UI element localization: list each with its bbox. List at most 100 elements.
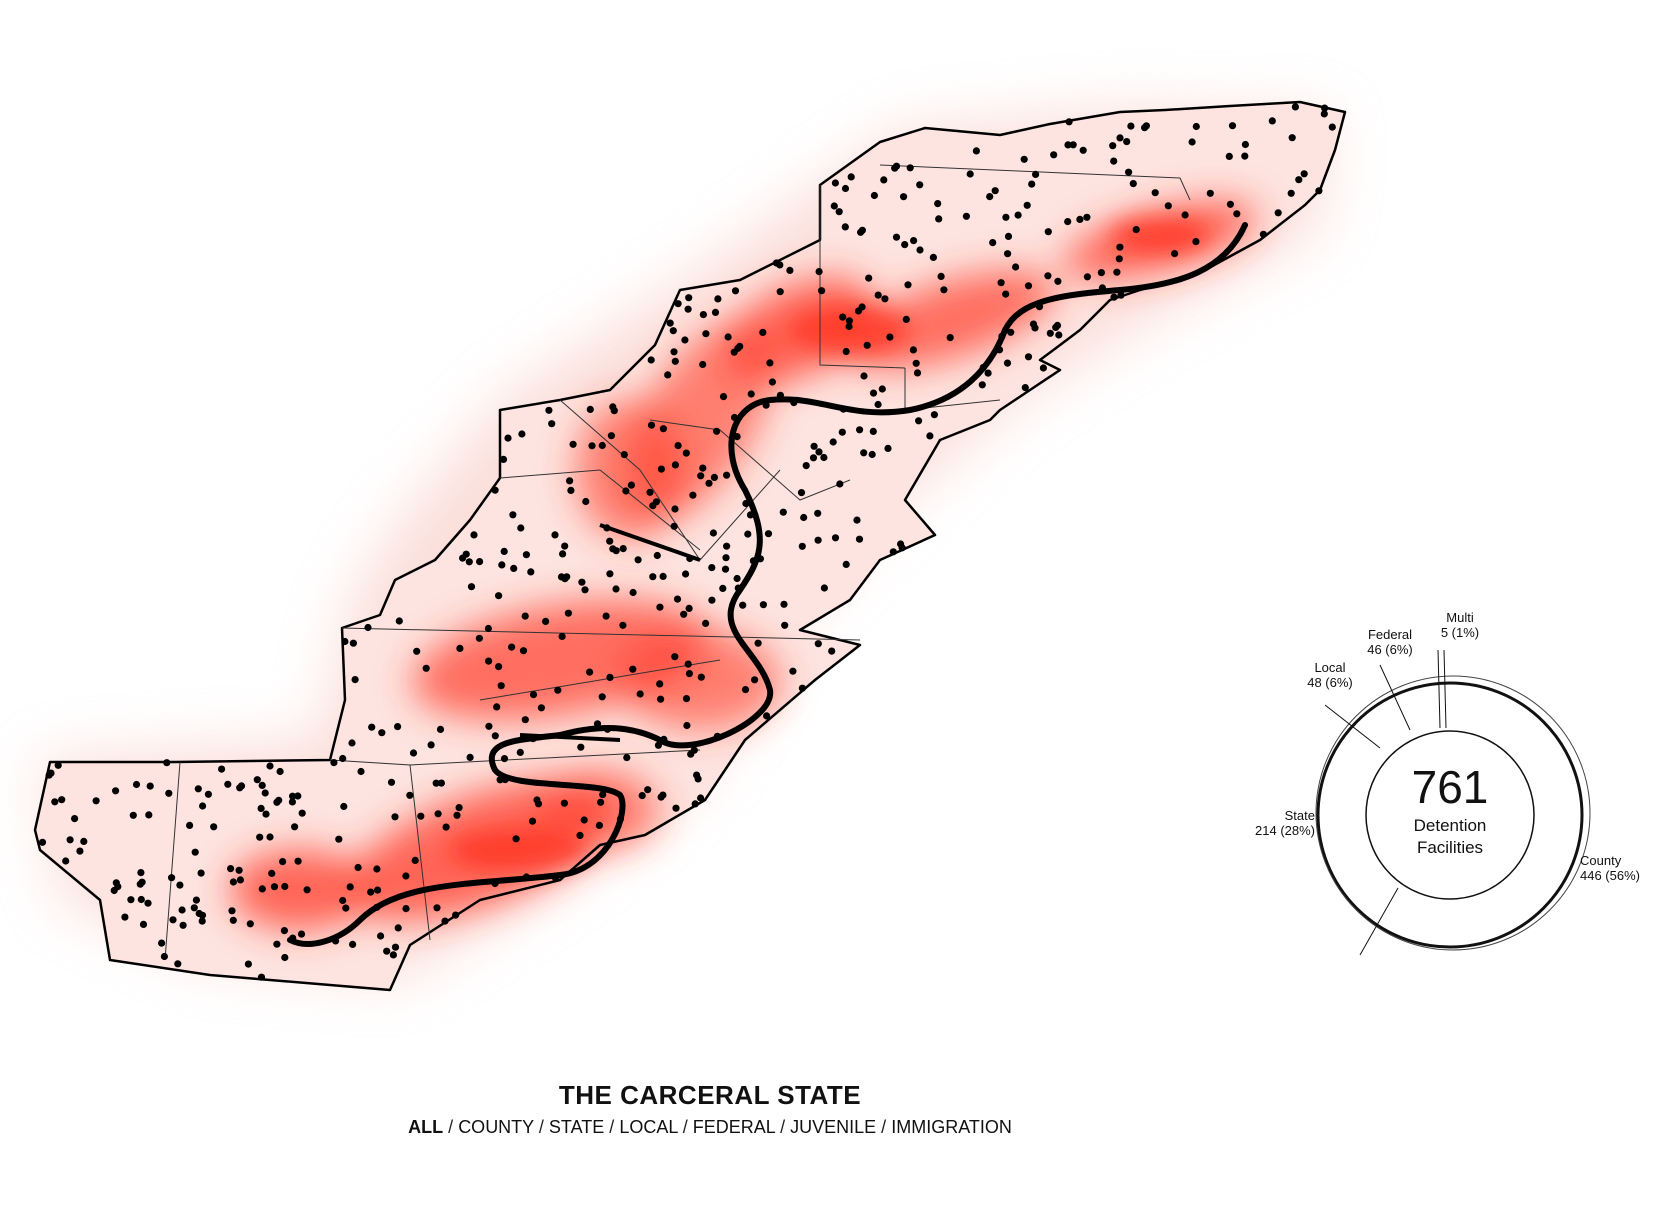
facility-marker bbox=[763, 712, 771, 720]
facility-marker bbox=[691, 800, 699, 808]
facility-marker bbox=[1268, 117, 1276, 125]
facility-marker bbox=[881, 295, 889, 303]
facility-marker bbox=[1046, 329, 1054, 337]
facility-marker bbox=[756, 555, 765, 563]
facility-marker bbox=[92, 797, 100, 805]
facility-marker bbox=[1110, 293, 1118, 301]
facility-marker bbox=[1023, 201, 1031, 209]
facility-marker bbox=[528, 817, 537, 825]
facility-marker bbox=[741, 686, 750, 694]
filter-federal[interactable]: FEDERAL bbox=[692, 1117, 776, 1137]
facility-marker bbox=[1181, 211, 1189, 219]
facility-marker bbox=[112, 787, 120, 795]
facility-marker bbox=[839, 405, 848, 413]
facility-marker bbox=[759, 601, 768, 609]
donut-outer-ring bbox=[1316, 681, 1584, 949]
facility-marker bbox=[339, 896, 347, 905]
facility-marker bbox=[112, 879, 120, 887]
facility-marker bbox=[268, 869, 276, 878]
facility-marker bbox=[509, 511, 517, 519]
facility-marker bbox=[1021, 384, 1029, 392]
facility-marker bbox=[595, 821, 604, 830]
facility-marker bbox=[711, 308, 720, 316]
facility-marker bbox=[224, 780, 232, 788]
facility-marker bbox=[169, 916, 177, 924]
facility-marker bbox=[1287, 189, 1295, 197]
facility-marker bbox=[603, 725, 612, 733]
facility-marker bbox=[934, 200, 942, 208]
facility-marker bbox=[517, 524, 525, 532]
facility-marker bbox=[144, 899, 152, 907]
facility-marker bbox=[110, 886, 118, 895]
facility-marker bbox=[744, 530, 752, 538]
facility-marker bbox=[542, 617, 550, 626]
facility-marker bbox=[367, 888, 375, 896]
facility-marker bbox=[685, 294, 693, 302]
facility-marker bbox=[273, 940, 281, 948]
facility-marker bbox=[1225, 152, 1233, 160]
facility-marker bbox=[374, 886, 382, 894]
facility-marker bbox=[874, 400, 882, 409]
filter-local[interactable]: LOCAL bbox=[619, 1117, 678, 1137]
facility-marker bbox=[898, 544, 906, 552]
facility-marker bbox=[244, 960, 252, 968]
facility-marker bbox=[257, 973, 266, 981]
facility-marker bbox=[762, 401, 770, 409]
facility-marker bbox=[1035, 303, 1044, 311]
donut-label-county: County 446 (56%) bbox=[1580, 853, 1660, 883]
facility-marker bbox=[710, 473, 719, 481]
facility-marker bbox=[1076, 215, 1084, 223]
facility-marker bbox=[529, 735, 537, 743]
facility-marker bbox=[929, 253, 938, 261]
facility-marker bbox=[609, 403, 617, 411]
facility-marker bbox=[236, 876, 244, 884]
filter-juvenile[interactable]: JUVENILE bbox=[790, 1117, 877, 1137]
total-label-line1: Detention bbox=[1413, 816, 1487, 835]
facility-marker bbox=[768, 378, 777, 386]
filter-all[interactable]: ALL bbox=[408, 1117, 444, 1137]
facility-marker bbox=[501, 776, 509, 784]
filter-immigration[interactable]: IMMIGRATION bbox=[891, 1117, 1012, 1137]
facility-marker bbox=[436, 725, 445, 734]
facility-marker bbox=[946, 334, 954, 342]
facility-marker bbox=[831, 179, 840, 187]
facility-marker bbox=[137, 895, 145, 904]
facility-marker bbox=[1206, 189, 1214, 197]
facility-marker bbox=[349, 639, 357, 647]
facility-marker bbox=[582, 497, 590, 506]
facility-marker bbox=[504, 434, 512, 442]
facility-marker bbox=[500, 755, 509, 763]
filter-state[interactable]: STATE bbox=[548, 1117, 605, 1137]
facility-marker bbox=[694, 775, 702, 783]
facility-marker bbox=[1053, 321, 1062, 329]
facility-marker bbox=[357, 767, 365, 776]
facility-marker bbox=[901, 241, 909, 249]
filter-county[interactable]: COUNTY bbox=[458, 1117, 534, 1137]
facility-marker bbox=[869, 427, 877, 435]
facility-marker bbox=[521, 716, 529, 724]
donut-label-state: State 214 (28%) bbox=[1225, 808, 1315, 838]
facility-marker bbox=[427, 741, 435, 749]
facility-marker bbox=[593, 720, 602, 728]
facility-marker bbox=[669, 327, 677, 335]
facility-marker bbox=[294, 792, 302, 800]
facility-marker bbox=[723, 542, 731, 550]
facility-marker bbox=[66, 836, 74, 844]
facility-marker bbox=[394, 924, 402, 932]
facility-marker bbox=[402, 905, 410, 913]
facility-marker bbox=[1007, 328, 1015, 336]
facility-marker bbox=[1117, 291, 1125, 299]
facility-marker bbox=[910, 237, 918, 245]
facility-marker bbox=[256, 833, 264, 841]
facility-marker bbox=[127, 896, 135, 904]
state-value: 214 (28%) bbox=[1255, 823, 1315, 838]
facility-marker bbox=[368, 723, 376, 731]
facility-marker bbox=[647, 421, 656, 429]
facility-marker bbox=[751, 676, 759, 684]
facility-marker bbox=[1054, 277, 1062, 285]
facility-marker bbox=[689, 491, 697, 499]
facility-marker bbox=[545, 406, 553, 414]
facility-marker bbox=[229, 916, 237, 924]
facility-marker bbox=[411, 856, 419, 865]
facility-marker bbox=[1055, 331, 1063, 339]
